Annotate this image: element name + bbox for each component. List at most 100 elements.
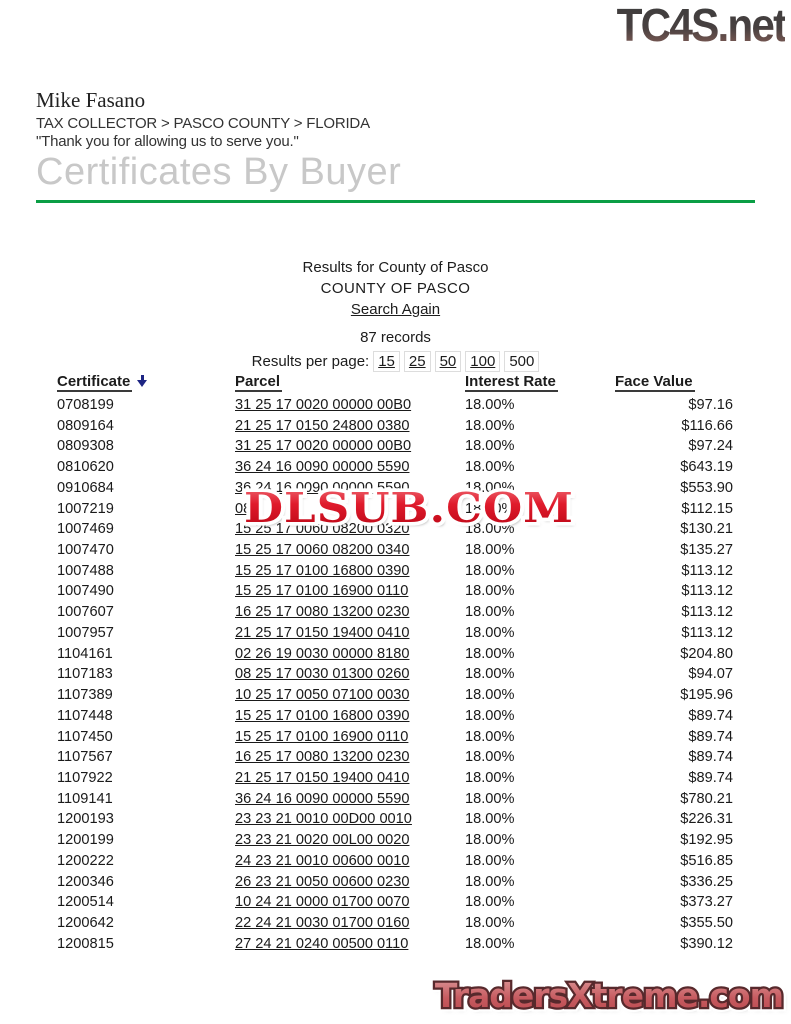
certificate-sort-link[interactable]: Certificate bbox=[57, 373, 133, 392]
cell-face-value: $89.74 bbox=[688, 749, 733, 766]
parcel-link[interactable]: 36 24 16 0090 00000 5590 bbox=[235, 790, 410, 807]
cell-interest-rate: 18.00% bbox=[465, 459, 515, 476]
cell-certificate: 1007469 bbox=[57, 521, 114, 538]
cell-interest-rate: 18.00% bbox=[465, 935, 515, 952]
cell-interest-rate: 18.00% bbox=[465, 811, 515, 828]
cell-parcel: 21 25 17 0150 24800 0380 bbox=[235, 416, 465, 437]
table-row: 1200193 23 23 21 0010 00D00 0010 18.00% $22… bbox=[57, 809, 733, 830]
table-row: 1007490 15 25 17 0100 16900 0110 18.00% $11… bbox=[57, 581, 733, 602]
parcel-link[interactable]: 26 23 21 0050 00600 0230 bbox=[235, 873, 410, 890]
cell-certificate: 0809164 bbox=[57, 417, 114, 434]
table-row: 1107448 15 25 17 0100 16800 0390 18.00% $89… bbox=[57, 706, 733, 727]
table-row: 1107183 08 25 17 0030 01300 0260 18.00% $94… bbox=[57, 664, 733, 685]
parcel-link[interactable]: 23 23 21 0020 00L00 0020 bbox=[235, 832, 410, 849]
cell-interest-rate: 18.00% bbox=[465, 645, 515, 662]
cell-face-value: $113.12 bbox=[681, 604, 733, 621]
cell-interest-rate: 18.00% bbox=[465, 542, 515, 559]
parcel-link[interactable]: 15 25 17 0100 16800 0390 bbox=[235, 562, 410, 579]
cell-parcel: 36 24 16 0090 00000 5590 bbox=[235, 478, 465, 499]
cell-interest-rate: 18.00% bbox=[465, 707, 515, 724]
cell-certificate: 1007607 bbox=[57, 604, 114, 621]
parcel-link[interactable]: 31 25 17 0020 00000 00B0 bbox=[235, 397, 412, 413]
cell-interest-rate: 18.00% bbox=[465, 687, 515, 704]
table-row: 1107567 16 25 17 0080 13200 0230 18.00% $89… bbox=[57, 747, 733, 768]
table-row: 1200514 10 24 21 0000 01700 0070 18.00% $37… bbox=[57, 892, 733, 913]
cell-face-value: $97.16 bbox=[688, 397, 733, 413]
parcel-link[interactable]: 15 25 17 0100 16900 0110 bbox=[235, 728, 409, 745]
record-count: 87 records bbox=[360, 329, 431, 346]
interest-rate-sort-link[interactable]: Interest Rate bbox=[465, 373, 558, 392]
cell-interest-rate: 18.00% bbox=[465, 438, 515, 455]
face-value-sort-link[interactable]: Face Value bbox=[615, 373, 695, 392]
cell-face-value: $643.19 bbox=[680, 459, 733, 476]
cell-interest-rate: 18.00% bbox=[465, 397, 515, 413]
table-row: 1007469 15 25 17 0060 08200 0320 18.00% $13… bbox=[57, 519, 733, 540]
column-header-face-value: Face Value bbox=[615, 373, 733, 395]
parcel-link[interactable]: 10 24 21 0000 01700 0070 bbox=[235, 894, 410, 911]
cell-certificate: 1107567 bbox=[57, 749, 113, 766]
cell-face-value: $390.12 bbox=[680, 935, 733, 952]
search-again-link[interactable]: Search Again bbox=[350, 301, 441, 318]
cell-interest-rate: 18.00% bbox=[465, 832, 515, 849]
cell-interest-rate: 18.00% bbox=[465, 583, 515, 600]
parcel-link[interactable]: 24 23 21 0010 00600 0010 bbox=[235, 852, 410, 869]
parcel-link[interactable]: 02 26 19 0030 00000 8180 bbox=[235, 645, 410, 662]
per-page-option-15[interactable]: 15 bbox=[373, 351, 400, 372]
cell-interest-rate: 18.00% bbox=[465, 521, 515, 538]
parcel-link[interactable]: 16 25 17 0080 13200 0230 bbox=[235, 749, 410, 766]
parcel-link[interactable]: 15 25 17 0060 08200 0340 bbox=[235, 542, 410, 559]
parcel-link[interactable]: 31 25 17 0020 00000 00B0 bbox=[235, 438, 412, 455]
parcel-link[interactable]: 08 bbox=[235, 500, 252, 517]
parcel-link[interactable]: 36 24 16 0090 00000 5590 bbox=[235, 459, 410, 476]
column-header-interest-rate: Interest Rate bbox=[465, 373, 615, 395]
parcel-link[interactable]: 22 24 21 0030 01700 0160 bbox=[235, 914, 410, 931]
cell-interest-rate: 18.00% bbox=[465, 852, 515, 869]
parcel-link[interactable]: 36 24 16 0090 00000 5590 bbox=[235, 479, 410, 496]
cell-parcel: 15 25 17 0100 16800 0390 bbox=[235, 561, 465, 582]
parcel-sort-link[interactable]: Parcel bbox=[235, 373, 283, 392]
cell-face-value: $113.12 bbox=[681, 624, 733, 641]
breadcrumb: TAX COLLECTOR > PASCO COUNTY > FLORIDA bbox=[36, 115, 370, 132]
cell-interest-rate: 18.00% bbox=[465, 749, 515, 766]
parcel-link[interactable]: 23 23 21 0010 00D00 0010 bbox=[235, 811, 412, 828]
cell-parcel: 36 24 16 0090 00000 5590 bbox=[235, 457, 465, 478]
table-row: 1107450 15 25 17 0100 16900 0110 18.00% $89… bbox=[57, 727, 733, 748]
cell-interest-rate: 18.00% bbox=[465, 417, 515, 434]
cell-face-value: $89.74 bbox=[688, 728, 733, 745]
cell-parcel: 27 24 21 0240 00500 0110 bbox=[235, 934, 465, 955]
parcel-link[interactable]: 16 25 17 0080 13200 0230 bbox=[235, 604, 410, 621]
buyer-name-line: COUNTY OF PASCO bbox=[320, 280, 471, 297]
sort-descending-icon bbox=[137, 375, 148, 387]
parcel-link[interactable]: 21 25 17 0150 24800 0380 bbox=[235, 417, 410, 434]
table-header-row: Certificate Parcel Interest Rate Face Va… bbox=[57, 373, 733, 395]
parcel-link[interactable]: 15 25 17 0100 16800 0390 bbox=[235, 707, 410, 724]
cell-parcel: 23 23 21 0020 00L00 0020 bbox=[235, 830, 465, 851]
tradersxtreme-logo-text: TradersXtreme.com bbox=[434, 976, 784, 1015]
parcel-link[interactable]: 21 25 17 0150 19400 0410 bbox=[235, 624, 410, 641]
parcel-link[interactable]: 15 25 17 0060 08200 0320 bbox=[235, 521, 410, 538]
cell-parcel: 21 25 17 0150 19400 0410 bbox=[235, 768, 465, 789]
cell-certificate: 1007488 bbox=[57, 562, 114, 579]
page-title: Certificates By Buyer bbox=[36, 151, 402, 193]
cell-face-value: $94.07 bbox=[688, 666, 733, 683]
cell-face-value: $113.12 bbox=[681, 562, 733, 579]
table-row: 1107922 21 25 17 0150 19400 0410 18.00% $89… bbox=[57, 768, 733, 789]
cell-parcel: 16 25 17 0080 13200 0230 bbox=[235, 602, 465, 623]
table-row: 1104161 02 26 19 0030 00000 8180 18.00% $20… bbox=[57, 644, 733, 665]
table-row: 0809164 21 25 17 0150 24800 0380 18.00% $11… bbox=[57, 416, 733, 437]
parcel-link[interactable]: 08 25 17 0030 01300 0260 bbox=[235, 666, 410, 683]
per-page-option-100[interactable]: 100 bbox=[465, 351, 501, 372]
parcel-link[interactable]: 15 25 17 0100 16900 0110 bbox=[235, 583, 409, 600]
green-divider bbox=[36, 200, 755, 203]
column-header-parcel: Parcel bbox=[235, 373, 465, 395]
cell-certificate: 0708199 bbox=[57, 397, 114, 413]
cell-interest-rate: 18.00% bbox=[465, 790, 515, 807]
per-page-options: 15 25 50 100 500 bbox=[369, 351, 540, 372]
per-page-option-50[interactable]: 50 bbox=[434, 351, 462, 372]
cell-certificate: 1200514 bbox=[57, 894, 114, 911]
parcel-link[interactable]: 27 24 21 0240 00500 0110 bbox=[235, 935, 409, 952]
per-page-option-25[interactable]: 25 bbox=[403, 351, 431, 372]
parcel-link[interactable]: 21 25 17 0150 19400 0410 bbox=[235, 769, 410, 786]
parcel-link[interactable]: 10 25 17 0050 07100 0030 bbox=[235, 687, 410, 704]
cell-certificate: 1007957 bbox=[57, 624, 114, 641]
